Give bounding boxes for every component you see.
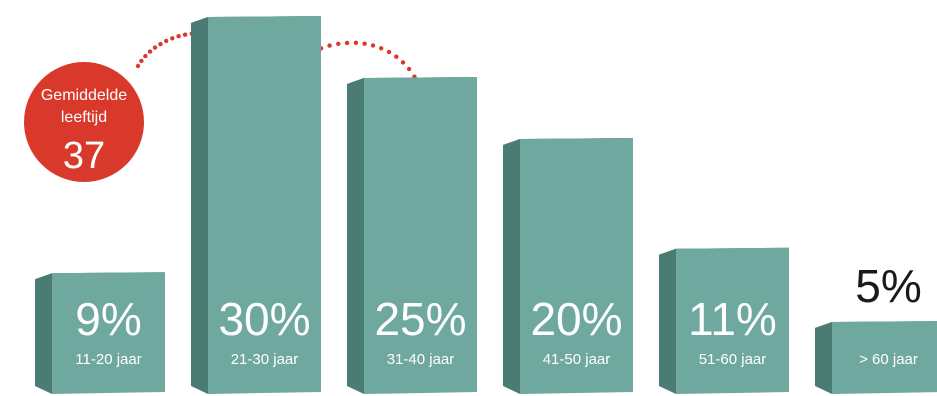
connector-dot bbox=[336, 41, 341, 46]
value-label: 20% bbox=[530, 293, 622, 345]
connector-dot bbox=[176, 34, 181, 39]
connector-dot bbox=[152, 45, 158, 50]
badge-value: 37 bbox=[63, 135, 105, 177]
bar-side-face bbox=[503, 139, 520, 394]
category-label: 21-30 jaar bbox=[231, 351, 299, 368]
bar-side-face bbox=[815, 322, 832, 394]
bar-5: 11% 51-60 jaar bbox=[659, 247, 789, 394]
connector-dot bbox=[379, 46, 384, 51]
bar-1: 9% 11-20 jaar bbox=[35, 272, 165, 394]
bar-4: 20% 41-50 jaar bbox=[503, 138, 633, 394]
connector-dot bbox=[362, 41, 367, 46]
connector-dot bbox=[139, 58, 144, 64]
value-label: 30% bbox=[218, 293, 310, 345]
badge-circle bbox=[24, 62, 144, 182]
connector-dot bbox=[147, 49, 153, 54]
connector-dot bbox=[386, 49, 392, 55]
badge-label-line1: Gemiddelde bbox=[41, 87, 127, 104]
value-label: 11% bbox=[688, 293, 777, 345]
bar-front-face bbox=[52, 272, 165, 394]
connector-dot bbox=[143, 53, 148, 59]
badge-label-line2: leeftijd bbox=[61, 109, 107, 126]
bar-side-face bbox=[659, 248, 676, 394]
value-label: 25% bbox=[374, 293, 466, 345]
value-label: 9% bbox=[75, 293, 141, 345]
category-label: 41-50 jaar bbox=[543, 351, 611, 368]
average-age-badge: Gemiddelde leeftijd 37 bbox=[24, 62, 144, 182]
category-label: 51-60 jaar bbox=[699, 351, 767, 368]
connector-dot bbox=[164, 38, 169, 44]
bar-front-face bbox=[208, 16, 321, 394]
bar-side-face bbox=[347, 78, 364, 394]
bar-front-face bbox=[832, 321, 937, 394]
connector-dot bbox=[353, 40, 359, 45]
connector-dot bbox=[182, 32, 188, 37]
category-label: 31-40 jaar bbox=[387, 351, 455, 368]
connector-dot bbox=[158, 41, 163, 47]
bar-side-face bbox=[191, 17, 208, 394]
bar-3: 25% 31-40 jaar bbox=[347, 77, 477, 394]
connector-dot bbox=[370, 43, 376, 48]
connector-dot bbox=[327, 43, 332, 48]
bar-6: 5% > 60 jaar bbox=[815, 260, 937, 394]
bar-2: 30% 21-30 jaar bbox=[191, 16, 321, 394]
connector-dot bbox=[170, 36, 175, 41]
bar-front-face bbox=[676, 247, 789, 394]
category-label: 11-20 jaar bbox=[75, 351, 141, 368]
connector-dot bbox=[400, 60, 406, 65]
category-label: > 60 jaar bbox=[859, 351, 918, 368]
bar-front-face bbox=[520, 138, 633, 394]
bar-front-face bbox=[364, 77, 477, 394]
bar-side-face bbox=[35, 273, 52, 394]
value-label: 5% bbox=[855, 260, 921, 312]
connector-dot bbox=[135, 63, 141, 69]
connector-dot bbox=[394, 54, 399, 59]
connector-dot bbox=[406, 66, 412, 72]
bars-group: 9% 11-20 jaar 30% 21-30 jaar 25% 31-40 jaar 20… bbox=[35, 16, 937, 394]
connector-dot bbox=[344, 40, 350, 46]
